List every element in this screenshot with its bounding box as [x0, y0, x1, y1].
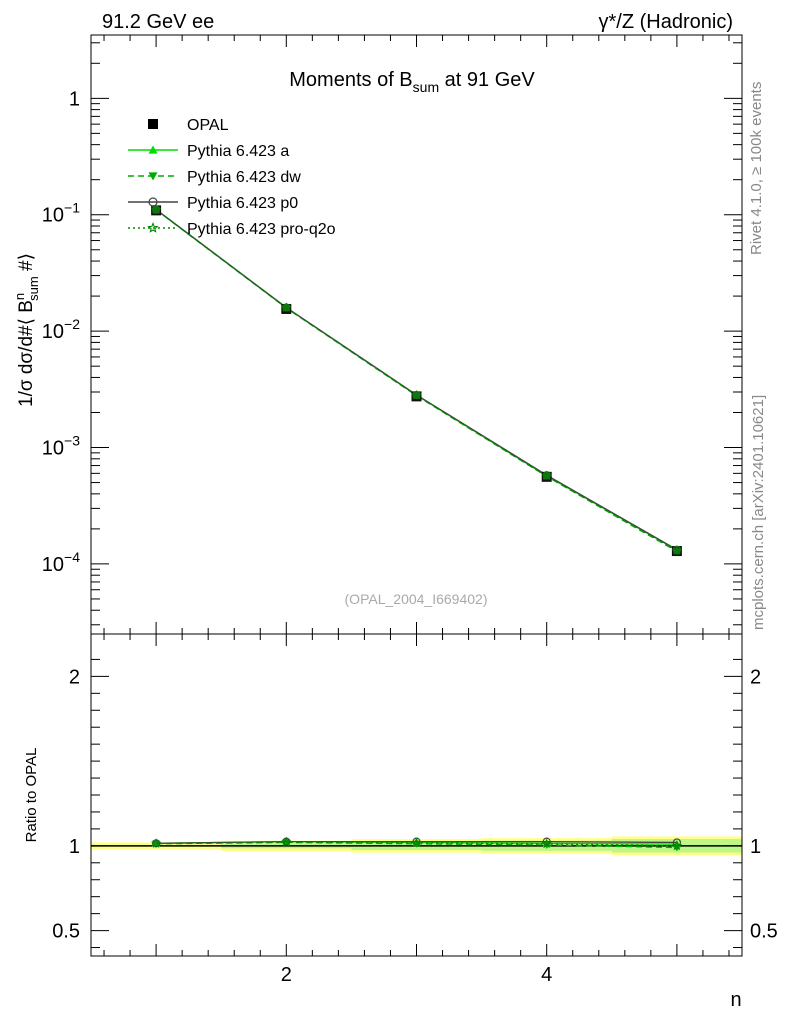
- mc-point: [281, 302, 292, 313]
- mc-point: [411, 389, 422, 400]
- ratio-plot-frame: [90, 633, 743, 957]
- chart-title-sub: sum: [413, 79, 439, 95]
- x-tick-label: 2: [281, 964, 292, 986]
- mc-line: [155, 209, 678, 553]
- mc-point: [541, 470, 552, 481]
- ratio-point: [150, 838, 162, 848]
- legend-marker: [147, 222, 159, 233]
- legend-label: Pythia 6.423 dw: [187, 169, 301, 186]
- ratio-series-layer: [150, 836, 683, 852]
- y-tick-label: 10−2: [42, 316, 80, 343]
- x-tick-label: 4: [541, 964, 552, 986]
- legend-marker: [148, 197, 158, 207]
- legend-label: Pythia 6.423 p0: [187, 195, 298, 212]
- y-tick-label: 10−3: [42, 433, 80, 460]
- ratio-y-tick-label-right: 2: [750, 666, 761, 688]
- y-axis-label: 1/σ dσ/d#⟨ Bnsum #⟩: [12, 253, 41, 407]
- ratio-y-axis-label: Ratio to OPAL: [23, 748, 40, 843]
- legend-label: Pythia 6.423 a: [187, 143, 289, 160]
- main-axis-ticks: 1 10−1 10−2 10−3 10−4: [42, 35, 742, 634]
- chart-title-post: at 91 GeV: [439, 69, 535, 91]
- ratio-point: [672, 838, 682, 847]
- legend-label: Pythia 6.423 pro-q2o: [187, 221, 336, 238]
- ratio-point: [281, 836, 292, 847]
- analysis-watermark: (OPAL_2004_I669402): [345, 591, 488, 607]
- y-tick-label: 1: [69, 88, 80, 110]
- ratio-point: [541, 838, 552, 849]
- ratio-line: [156, 841, 677, 847]
- y-tick-label: 10−1: [42, 200, 80, 227]
- ratio-point: [411, 837, 422, 848]
- y-axis-label-sup: n: [12, 293, 27, 300]
- energy-label: 91.2 GeV ee: [102, 11, 214, 33]
- mc-line: [155, 209, 678, 551]
- process-label: γ*/Z (Hadronic): [599, 11, 733, 33]
- mc-point: [671, 545, 683, 556]
- ratio-point: [671, 840, 683, 851]
- mcplots-label: mcplots.cern.ch [arXiv:2401.10621]: [750, 395, 767, 630]
- legend-label-opal: OPAL: [187, 117, 229, 134]
- ratio-y-tick-label: 0.5: [52, 921, 80, 943]
- legend: OPAL Pythia 6.423 a Pythia 6.423 dw Pythia …: [128, 117, 336, 238]
- ratio-y-tick-label: 1: [69, 836, 80, 858]
- mc-point: [672, 548, 681, 556]
- ratio-axis-ticks: 2 4 0.5 0.5 1 1 2 2: [52, 634, 778, 986]
- legend-marker: [148, 145, 158, 154]
- rivet-label: Rivet 4.1.0, ≥ 100k events: [748, 82, 765, 255]
- mc-line: [155, 209, 678, 551]
- chart-title-pre: Moments of B: [289, 69, 412, 91]
- chart-title: Moments of Bsum at 91 GeV: [289, 69, 535, 95]
- y-axis-label-a: 1/σ dσ/d#⟨ B: [16, 300, 37, 407]
- legend-marker: [148, 172, 158, 181]
- y-tick-label: 10−4: [42, 549, 80, 576]
- x-axis-label: n: [730, 989, 741, 1011]
- mc-point: [150, 204, 162, 215]
- ratio-y-tick-label: 2: [69, 666, 80, 688]
- main-series-layer: [150, 204, 683, 557]
- y-axis-label-b: #⟩: [16, 253, 37, 276]
- ratio-y-tick-label-right: 0.5: [750, 921, 778, 943]
- y-axis-label-sub: sum: [26, 276, 41, 301]
- mc-line: [155, 209, 678, 552]
- ratio-y-tick-label-right: 1: [750, 836, 761, 858]
- legend-marker-opal: [148, 119, 158, 129]
